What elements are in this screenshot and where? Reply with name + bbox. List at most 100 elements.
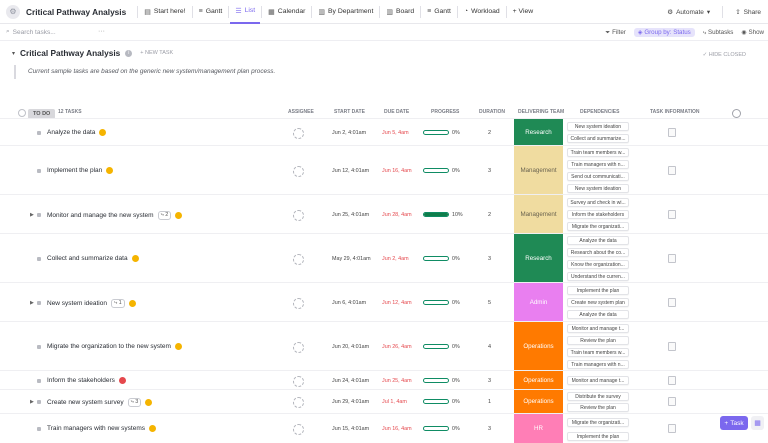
due-date[interactable]: Jun 16, 4am — [382, 426, 412, 432]
start-date[interactable]: Jun 25, 4:01am — [332, 211, 370, 218]
column-assignee[interactable]: ASSIGNEE — [288, 109, 314, 115]
delivering-team-badge[interactable]: Operations — [514, 322, 563, 370]
column-dependencies[interactable]: DEPENDENCIES — [580, 109, 620, 115]
task-name[interactable]: Inform the stakeholders — [47, 376, 126, 384]
delivering-team-badge[interactable]: HR — [514, 414, 563, 443]
start-date[interactable]: Jun 15, 4:01am — [332, 426, 370, 432]
column-due-date[interactable]: DUE DATE — [384, 109, 410, 115]
dependency-chip[interactable]: Inform the stakeholders — [567, 209, 629, 219]
priority-flag-icon[interactable] — [175, 211, 183, 219]
tab-list[interactable]: ☰ List — [230, 0, 261, 24]
assignee-avatar-icon[interactable] — [293, 297, 304, 309]
column-task-information[interactable]: TASK INFORMATION — [650, 109, 700, 115]
column-settings-icon[interactable] — [732, 109, 741, 118]
share-button[interactable]: ⇪ Share — [732, 6, 764, 18]
column-start-date[interactable]: START DATE — [334, 109, 365, 115]
dependency-chip[interactable]: Monitor and manage t... — [567, 376, 629, 385]
add-view-button[interactable]: + View — [508, 0, 538, 24]
dependency-chip[interactable]: Distribute the survey — [567, 392, 629, 401]
task-information-icon[interactable] — [668, 209, 676, 219]
due-date[interactable]: Jun 28, 4am — [382, 211, 412, 218]
subtask-count-badge[interactable]: ⤷ 3 — [127, 398, 142, 407]
task-name[interactable]: Monitor and manage the new system ⤷ 2 — [47, 210, 183, 220]
priority-flag-icon[interactable] — [106, 166, 114, 174]
due-date[interactable]: Jul 1, 4am — [382, 399, 407, 405]
status-square-icon[interactable] — [37, 378, 41, 383]
start-date[interactable]: Jun 29, 4:01am — [332, 399, 370, 405]
dependency-chip[interactable]: Implement the plan — [567, 285, 629, 295]
task-title[interactable]: Create new system survey — [47, 399, 124, 406]
duration-value[interactable]: 2 — [488, 129, 492, 136]
subtask-count-badge[interactable]: ⤷ 2 — [157, 210, 172, 220]
delivering-team-badge[interactable]: Admin — [514, 283, 563, 321]
task-title[interactable]: Collect and summarize data — [47, 254, 128, 262]
duration-value[interactable]: 3 — [488, 377, 492, 384]
column-progress[interactable]: PROGRESS — [431, 109, 460, 115]
task-title[interactable]: Train managers with new systems — [47, 425, 146, 432]
assignee-avatar-icon[interactable] — [293, 424, 304, 435]
dependency-chip[interactable]: Migrate the organizati... — [567, 417, 629, 427]
due-date[interactable]: Jun 25, 4am — [382, 377, 412, 384]
assignee-avatar-icon[interactable] — [293, 341, 304, 353]
duration-value[interactable]: 1 — [488, 399, 492, 405]
dependency-chip[interactable]: Analyze the data — [567, 236, 629, 246]
due-date[interactable]: Jun 5, 4am — [382, 129, 409, 136]
tab-gantt[interactable]: ≡ Gantt — [194, 0, 228, 24]
expand-chevron-icon[interactable]: ▶ — [30, 299, 34, 306]
status-square-icon[interactable] — [37, 344, 41, 349]
subtasks-button[interactable]: ⤷ Subtasks — [703, 29, 734, 37]
duration-value[interactable]: 2 — [488, 211, 492, 218]
automate-button[interactable]: ⚙ Automate ▾ — [664, 6, 713, 18]
task-title[interactable]: Monitor and manage the new system — [47, 211, 154, 219]
task-name[interactable]: Migrate the organization to the new syst… — [47, 342, 182, 350]
assignee-avatar-icon[interactable] — [293, 209, 304, 221]
start-date[interactable]: Jun 12, 4:01am — [332, 167, 370, 174]
add-task-button[interactable]: + Task — [720, 416, 748, 430]
list-settings-icon[interactable]: ⚙ — [6, 4, 20, 19]
table-row[interactable]: Inform the stakeholders Jun 24, 4:01am Jun… — [0, 370, 768, 389]
table-row[interactable]: Train managers with new systems Jun 15, 4… — [0, 413, 768, 443]
task-title[interactable]: Inform the stakeholders — [47, 376, 115, 384]
dependency-chip[interactable]: Migrate the organizati... — [567, 222, 629, 232]
task-title[interactable]: Migrate the organization to the new syst… — [47, 342, 171, 350]
assignee-avatar-icon[interactable] — [293, 165, 304, 177]
table-row[interactable]: Analyze the data Jun 2, 4:01am Jun 5, 4am 0… — [0, 118, 768, 145]
dependency-chip[interactable]: Know the organization... — [567, 259, 629, 269]
dependency-chip[interactable]: Implement the plan — [567, 431, 629, 441]
table-row[interactable]: ▶ Monitor and manage the new system ⤷ 2 Jun… — [0, 194, 768, 233]
tab-gantt-2[interactable]: ≡ Gantt — [422, 0, 456, 24]
apps-grid-icon[interactable]: ▦ — [751, 416, 764, 430]
start-date[interactable]: Jun 20, 4:01am — [332, 343, 370, 350]
dependency-chip[interactable]: Train team members w... — [567, 148, 629, 158]
task-name[interactable]: Train managers with new systems — [47, 425, 157, 432]
tab-workload[interactable]: ◔ Workload — [459, 0, 505, 24]
expand-chevron-icon[interactable]: ▶ — [30, 211, 34, 218]
dependency-chip[interactable]: Research about the co... — [567, 248, 629, 258]
status-square-icon[interactable] — [37, 256, 41, 261]
expand-chevron-icon[interactable]: ▶ — [30, 399, 34, 405]
new-task-button[interactable]: + NEW TASK — [140, 50, 174, 56]
task-name[interactable]: Analyze the data — [47, 128, 107, 136]
select-all-checkbox[interactable] — [18, 109, 26, 117]
dependency-chip[interactable]: Create new system plan — [567, 297, 629, 307]
task-information-icon[interactable] — [668, 341, 676, 351]
delivering-team-badge[interactable]: Operations — [514, 390, 563, 413]
status-square-icon[interactable] — [37, 168, 41, 173]
tab-board[interactable]: ▥ Board — [381, 0, 419, 24]
duration-value[interactable]: 4 — [488, 343, 492, 350]
duration-value[interactable]: 3 — [488, 167, 492, 174]
duration-value[interactable]: 5 — [488, 299, 492, 306]
duration-value[interactable]: 3 — [488, 426, 492, 432]
priority-flag-icon[interactable] — [149, 425, 157, 432]
search-input[interactable]: ⌕ Search tasks... — [6, 28, 56, 36]
table-row[interactable]: Migrate the organization to the new syst… — [0, 321, 768, 370]
task-title[interactable]: New system ideation — [47, 299, 107, 307]
task-name[interactable]: Implement the plan — [47, 166, 114, 174]
task-name[interactable]: New system ideation ⤷ 1 — [47, 298, 136, 308]
dependency-chip[interactable]: Analyze the data — [567, 310, 629, 320]
dependency-chip[interactable]: New system ideation — [567, 183, 629, 193]
hide-closed-button[interactable]: ✓ HIDE CLOSED — [703, 52, 746, 58]
table-row[interactable]: Collect and summarize data May 29, 4:01am… — [0, 233, 768, 282]
column-duration[interactable]: DURATION — [479, 109, 506, 115]
group-by-button[interactable]: ◈ Group by: Status — [633, 28, 695, 37]
